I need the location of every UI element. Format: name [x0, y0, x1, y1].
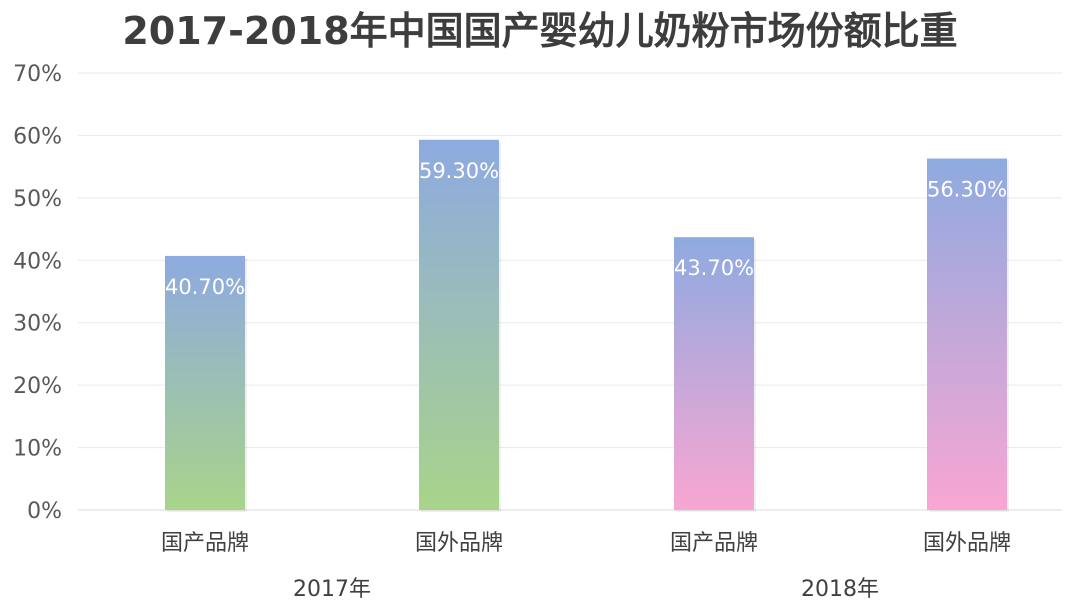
y-tick-label: 40%: [13, 249, 62, 274]
data-label: 56.30%: [927, 178, 1007, 202]
bar: [674, 237, 754, 511]
category-label: 国产品牌: [670, 531, 758, 556]
y-tick-label: 0%: [27, 499, 62, 524]
bar: [165, 255, 245, 510]
category-label: 国产品牌: [161, 531, 249, 556]
x-axis-ticks: 国产品牌 国外品牌 2017年 国产品牌 国外品牌 2018年: [161, 531, 1011, 602]
data-label: 40.70%: [165, 275, 245, 299]
group-label: 2017年: [293, 577, 371, 602]
bars-layer: 40.70% 59.30% 43.70% 56.30%: [165, 139, 1009, 513]
y-tick-label: 50%: [13, 187, 62, 212]
y-tick-label: 30%: [13, 312, 62, 337]
data-label: 43.70%: [674, 256, 754, 280]
group-label: 2018年: [801, 577, 879, 602]
y-tick-label: 60%: [13, 124, 62, 149]
category-label: 国外品牌: [415, 531, 503, 556]
y-axis-ticks: 0% 10% 20% 30% 40% 50% 60% 70%: [13, 62, 62, 524]
chart-title: 2017-2018年中国国产婴幼儿奶粉市场份额比重: [122, 9, 957, 53]
bar: [419, 139, 499, 510]
category-label: 国外品牌: [923, 531, 1011, 556]
data-label: 59.30%: [419, 159, 499, 183]
y-tick-label: 10%: [13, 437, 62, 462]
y-tick-label: 20%: [13, 374, 62, 399]
y-tick-label: 70%: [13, 62, 62, 87]
bar: [927, 158, 1007, 510]
